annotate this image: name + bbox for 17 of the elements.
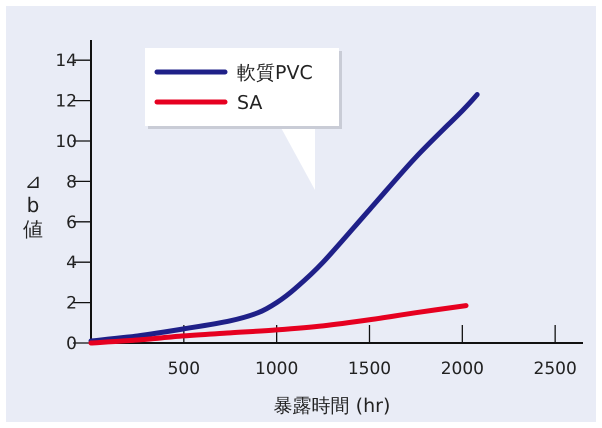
legend-label: 軟質PVC <box>237 62 313 84</box>
y-tick-label: 12 <box>55 92 77 112</box>
legend-label: SA <box>237 92 262 114</box>
y-axis-title: ⊿b値 <box>23 169 43 241</box>
y-tick-label: 2 <box>66 294 77 314</box>
x-tick-label: 500 <box>168 359 200 379</box>
x-tick-label: 2000 <box>440 359 484 379</box>
x-tick-label: 1500 <box>348 359 392 379</box>
y-tick-label: 8 <box>66 172 77 192</box>
x-tick-label: 1000 <box>255 359 298 379</box>
x-tick-label: 2500 <box>534 359 577 379</box>
x-axis-title: 暴露時間 (hr) <box>274 395 390 417</box>
y-tick-label: 4 <box>66 253 77 274</box>
y-tick-label: 10 <box>55 132 77 152</box>
y-tick-label: 0 <box>66 334 77 354</box>
y-tick-label: 14 <box>55 51 77 72</box>
y-tick-label: 6 <box>66 212 77 233</box>
